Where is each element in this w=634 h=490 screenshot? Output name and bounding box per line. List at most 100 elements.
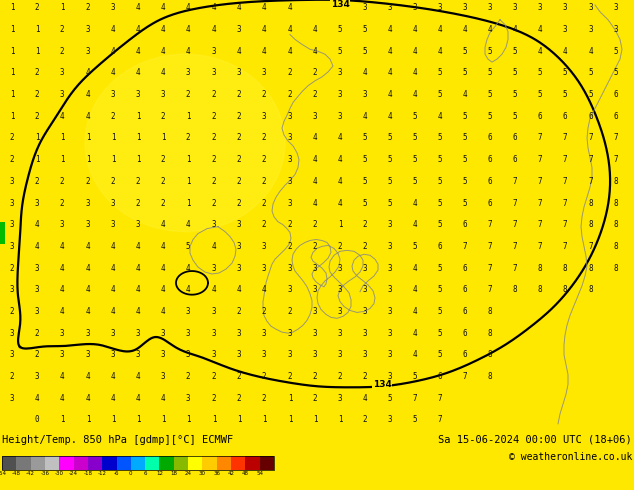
Text: 4: 4 (86, 242, 90, 251)
Text: 1: 1 (338, 416, 342, 424)
Text: 4: 4 (236, 3, 242, 12)
Text: 3: 3 (111, 350, 115, 359)
Text: 4: 4 (86, 285, 90, 294)
Text: 4: 4 (437, 47, 443, 56)
Text: 3: 3 (212, 69, 216, 77)
Text: 5: 5 (437, 350, 443, 359)
Text: 7: 7 (614, 155, 618, 164)
Text: 5: 5 (463, 133, 467, 143)
Text: 3: 3 (111, 90, 115, 99)
Text: 6: 6 (463, 329, 467, 338)
Text: -18: -18 (84, 471, 93, 476)
Text: 5: 5 (363, 47, 367, 56)
Text: 4: 4 (413, 90, 417, 99)
Text: 4: 4 (111, 307, 115, 316)
Text: 4: 4 (111, 372, 115, 381)
Text: 2: 2 (236, 198, 242, 208)
Text: 3: 3 (236, 25, 242, 34)
Text: 8: 8 (614, 264, 618, 272)
Text: 1: 1 (136, 112, 140, 121)
Text: 4: 4 (160, 69, 165, 77)
Text: 8: 8 (538, 264, 542, 272)
Text: 2: 2 (111, 112, 115, 121)
Text: 4: 4 (262, 25, 266, 34)
Text: 2: 2 (160, 155, 165, 164)
Text: 1: 1 (313, 416, 317, 424)
Text: 3: 3 (313, 285, 317, 294)
Text: 4: 4 (262, 285, 266, 294)
Text: 3: 3 (10, 329, 15, 338)
Text: 1: 1 (186, 416, 190, 424)
Text: 4: 4 (463, 90, 467, 99)
Text: 36: 36 (213, 471, 220, 476)
Text: 2: 2 (313, 372, 317, 381)
Text: 3: 3 (136, 220, 140, 229)
Text: 18: 18 (171, 471, 178, 476)
Text: 2: 2 (288, 69, 292, 77)
Text: 1: 1 (288, 393, 292, 403)
Text: 5: 5 (563, 90, 567, 99)
Text: 4: 4 (288, 25, 292, 34)
Text: 2: 2 (212, 393, 216, 403)
Text: 2: 2 (186, 372, 190, 381)
Text: 3: 3 (589, 25, 593, 34)
Text: 1: 1 (338, 220, 342, 229)
Text: 5: 5 (338, 47, 342, 56)
Text: 5: 5 (437, 198, 443, 208)
Text: 2: 2 (236, 133, 242, 143)
Text: 4: 4 (160, 25, 165, 34)
Text: 2: 2 (212, 155, 216, 164)
Text: 3: 3 (387, 329, 392, 338)
Text: 8: 8 (563, 264, 567, 272)
Text: 4: 4 (160, 3, 165, 12)
Text: 5: 5 (513, 90, 517, 99)
Text: 8: 8 (614, 220, 618, 229)
Text: 6: 6 (513, 133, 517, 143)
Text: 3: 3 (363, 3, 367, 12)
Text: 7: 7 (437, 416, 443, 424)
Text: 5: 5 (387, 198, 392, 208)
Text: 3: 3 (10, 285, 15, 294)
Bar (30, 456, 45, 470)
Text: 5: 5 (363, 133, 367, 143)
Text: 3: 3 (262, 350, 266, 359)
Text: 4: 4 (35, 393, 39, 403)
Text: 2: 2 (212, 372, 216, 381)
Text: 3: 3 (363, 264, 367, 272)
Text: 2: 2 (212, 177, 216, 186)
Text: 4: 4 (313, 198, 317, 208)
Text: 8: 8 (488, 329, 493, 338)
Text: 5: 5 (538, 90, 542, 99)
Text: 3: 3 (86, 47, 90, 56)
Text: 3: 3 (160, 350, 165, 359)
Text: 2: 2 (35, 350, 39, 359)
Text: 3: 3 (363, 350, 367, 359)
Text: 5: 5 (338, 25, 342, 34)
Text: 7: 7 (589, 177, 593, 186)
Text: 3: 3 (86, 198, 90, 208)
Text: 3: 3 (288, 329, 292, 338)
Text: 7: 7 (437, 393, 443, 403)
Text: 4: 4 (513, 25, 517, 34)
Text: 4: 4 (111, 242, 115, 251)
Text: 4: 4 (60, 307, 64, 316)
Text: 3: 3 (136, 350, 140, 359)
Text: 3: 3 (338, 69, 342, 77)
Text: 3: 3 (288, 155, 292, 164)
Text: 3: 3 (35, 264, 39, 272)
Text: 4: 4 (262, 3, 266, 12)
Text: 4: 4 (186, 264, 190, 272)
Text: 4: 4 (136, 47, 140, 56)
Text: 8: 8 (614, 177, 618, 186)
Text: 1: 1 (111, 133, 115, 143)
Text: 5: 5 (413, 372, 417, 381)
Text: 4: 4 (136, 285, 140, 294)
Text: 2: 2 (35, 3, 39, 12)
Text: 1: 1 (60, 416, 64, 424)
Text: 1: 1 (186, 155, 190, 164)
Text: 7: 7 (513, 198, 517, 208)
Text: -24: -24 (69, 471, 78, 476)
Bar (102, 456, 117, 470)
Text: 2: 2 (262, 177, 266, 186)
Text: 3: 3 (614, 25, 618, 34)
